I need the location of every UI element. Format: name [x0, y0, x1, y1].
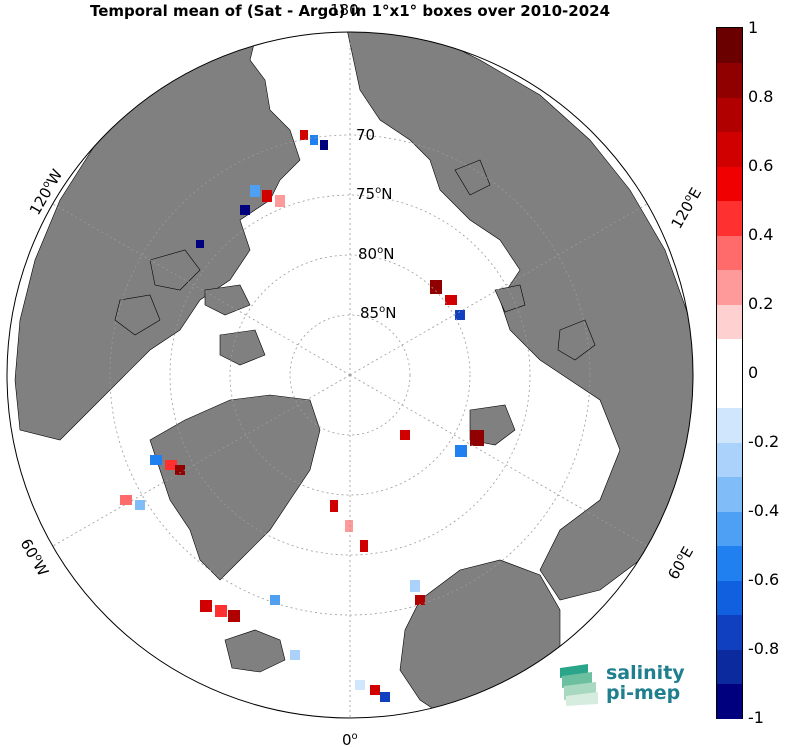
salinity-pimep-logo: salinity pi-mep: [558, 660, 698, 706]
logo-text-salinity: salinity: [606, 662, 685, 684]
anomaly-cells: [120, 130, 484, 702]
colorbar-segment: [717, 269, 742, 305]
map-boundary: [6, 31, 694, 719]
lon-label-upper-right: 120oE: [668, 184, 706, 231]
colorbar-segment: [717, 166, 742, 201]
colorbar-tick-label: 0.2: [748, 294, 774, 313]
graticule: [52, 32, 648, 718]
colorbar-tick-label: 0: [748, 363, 759, 382]
colorbar-tick-label: -0.4: [748, 501, 780, 520]
colorbar-segment: [717, 338, 742, 374]
lat-label-70: 70: [356, 126, 375, 144]
colorbar-segment: [717, 235, 742, 270]
colorbar-segment: [717, 683, 742, 719]
colorbar-segment: [717, 304, 742, 339]
colorbar-segment: [717, 545, 742, 581]
lon-label-lower-right: 60oE: [664, 544, 697, 583]
colorbar-tick-label: -1: [748, 708, 764, 727]
lat-label-80: 80oN: [358, 245, 394, 263]
logo-text-pimep: pi-mep: [606, 682, 681, 704]
colorbar-segment: [717, 407, 742, 443]
colorbar-tick-label: -0.6: [748, 570, 780, 589]
colorbar-tick-label: 0.6: [748, 156, 774, 175]
colorbar-tick-label: -0.2: [748, 432, 780, 451]
wave-layers-icon: [560, 664, 598, 706]
page-title: Temporal mean of (Sat - Argo) in 1°x1° b…: [89, 2, 611, 20]
colorbar-segment: [717, 28, 742, 63]
colorbar-segment: [717, 373, 742, 408]
colorbar-segment: [717, 649, 742, 684]
colorbar-segment: [717, 200, 742, 236]
colorbar-segment: [717, 476, 742, 512]
colorbar-segment: [717, 511, 742, 546]
colorbar-tick-label: 1: [748, 18, 759, 37]
lon-label-lower-left: 60oW: [17, 536, 53, 580]
lon-label-bottom: 0o: [342, 731, 358, 747]
colorbar-tick-label: -0.8: [748, 639, 780, 658]
colorbar-segment: [717, 442, 742, 477]
lat-label-85: 85oN: [360, 304, 396, 322]
colorbar-segment: [717, 62, 742, 98]
colorbar-tick-label: 0.8: [748, 87, 774, 106]
lon-label-top: 180: [330, 1, 359, 19]
colorbar-segment: [717, 580, 742, 615]
colorbar-tick-label: 0.4: [748, 225, 774, 244]
colorbar-segment: [717, 131, 742, 167]
colorbar: [716, 27, 743, 719]
colorbar-segment: [717, 97, 742, 132]
colorbar-segment: [717, 614, 742, 650]
lat-label-75: 75oN: [356, 185, 392, 203]
